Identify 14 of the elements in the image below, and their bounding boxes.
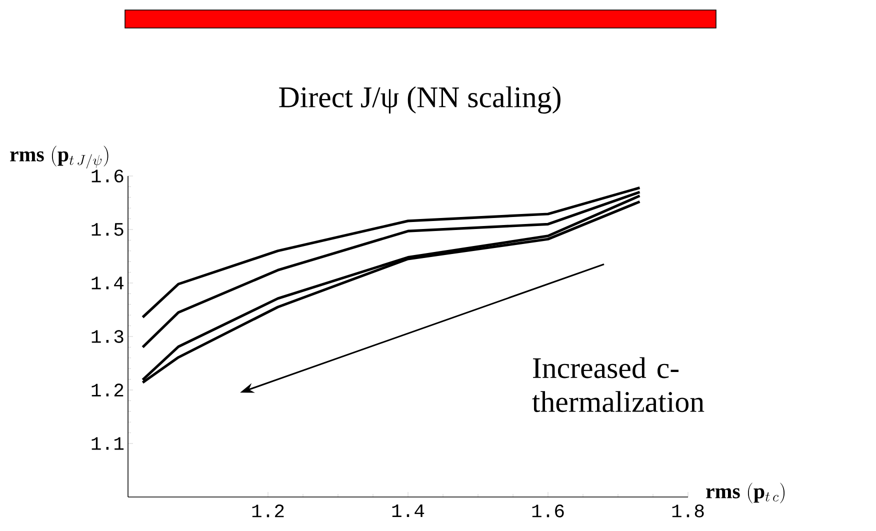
x-tick-label: 1.4 [392, 504, 424, 517]
y-tick-label: 1.4 [92, 276, 124, 290]
annotation: Increased c-thermalization [532, 357, 704, 412]
x-tick-label: 1.2 [252, 504, 284, 518]
x-tick-label: 1.6 [532, 504, 564, 518]
y-tick-label: 1.2 [92, 384, 124, 396]
y-tick-label: 1.1 [92, 437, 124, 450]
y-tick-label: 1.3 [92, 330, 124, 343]
y-axis-title: $\mathbf{rms}\;(\mathbf{p}_{t\,J/\psi})$ [10, 146, 108, 168]
chart-title: Direct J/ψ (NN scaling) [279, 86, 560, 114]
x-tick-label: 1.8 [672, 504, 704, 518]
y-tick-label: 1.5 [92, 223, 124, 236]
x-axis-title: $\mathbf{rms}\;(\mathbf{p}_{t\,c})$ [706, 482, 785, 504]
y-tick-label: 1.6 [92, 170, 124, 182]
